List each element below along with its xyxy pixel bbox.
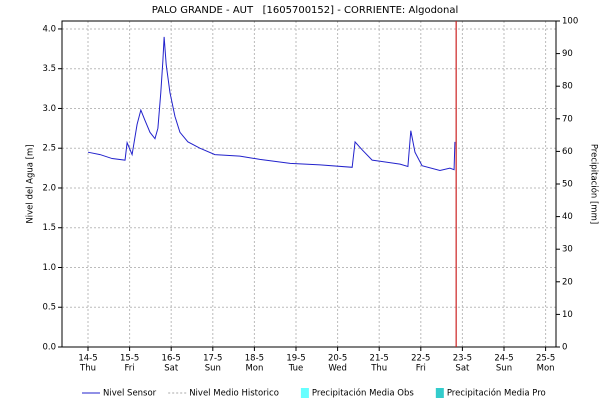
x-tick-label: 21-5 (370, 354, 389, 364)
x-tick-day: Mon (245, 364, 263, 374)
x-tick-label: 15-5 (120, 354, 139, 364)
x-tick-label: 25-5 (536, 354, 555, 364)
x-tick-label: 22-5 (411, 354, 430, 364)
y2-tick-label: 40 (562, 212, 573, 222)
y2-axis-label: Precipitación [mm] (589, 144, 600, 224)
legend-label: Precipitación Media Pro (447, 388, 546, 399)
x-tick-day: Sat (164, 364, 179, 374)
x-tick-label: 24-5 (494, 354, 513, 364)
legend-label: Nivel Sensor (103, 389, 157, 399)
y-tick-label: 3.0 (42, 104, 56, 114)
line-series (87, 36, 456, 171)
chart-title: PALO GRANDE - AUT [1605700152] - CORRIEN… (152, 5, 459, 16)
y-tick-label: 0.5 (42, 303, 56, 313)
x-tick-label: 17-5 (203, 354, 222, 364)
legend-label: Nivel Medio Historico (189, 389, 279, 399)
y-axis-label: Nivel del Agua [m] (26, 144, 36, 223)
y-tick-label: 3.5 (42, 64, 56, 74)
y2-tick-label: 90 (562, 49, 573, 59)
y2-tick-label: 20 (562, 277, 573, 287)
y-tick-label: 0.0 (42, 343, 56, 353)
plot-frame (61, 20, 557, 348)
x-tick-day: Thu (370, 364, 387, 374)
y-tick-label: 1.5 (42, 223, 56, 233)
x-tick-day: Tue (288, 364, 304, 374)
x-tick-day: Mon (537, 364, 555, 374)
y2-tick-label: 70 (562, 114, 573, 124)
y-tick-label: 1.0 (42, 263, 56, 273)
x-tick-label: 14-5 (78, 354, 97, 364)
legend-label: Precipitación Media Obs (312, 388, 414, 399)
legend-swatch (435, 388, 444, 398)
y2-tick-label: 10 (562, 310, 573, 320)
x-tick-day: Fri (125, 364, 135, 374)
y-tick-label: 4.0 (42, 24, 56, 34)
x-tick-label: 23-5 (453, 354, 472, 364)
x-tick-label: 16-5 (162, 354, 181, 364)
y2-tick-label: 80 (562, 82, 573, 92)
x-tick-day: Fri (416, 364, 426, 374)
x-tick-day: Sun (496, 364, 512, 374)
y-tick-label: 2.0 (42, 183, 56, 193)
x-tick-day: Sat (455, 364, 470, 374)
y2-tick-label: 100 (562, 17, 578, 27)
x-tick-day: Wed (328, 364, 347, 374)
y2-tick-label: 60 (562, 147, 573, 157)
x-tick-day: Sun (205, 364, 221, 374)
legend-swatch (300, 388, 309, 398)
y2-tick-label: 30 (562, 245, 573, 255)
x-tick-label: 19-5 (286, 354, 305, 364)
y2-tick-label: 0 (562, 343, 567, 353)
y-tick-label: 2.5 (42, 144, 56, 154)
x-tick-label: 20-5 (328, 354, 347, 364)
y2-tick-label: 50 (562, 180, 573, 190)
x-tick-day: Thu (79, 364, 96, 374)
x-tick-label: 18-5 (245, 354, 264, 364)
